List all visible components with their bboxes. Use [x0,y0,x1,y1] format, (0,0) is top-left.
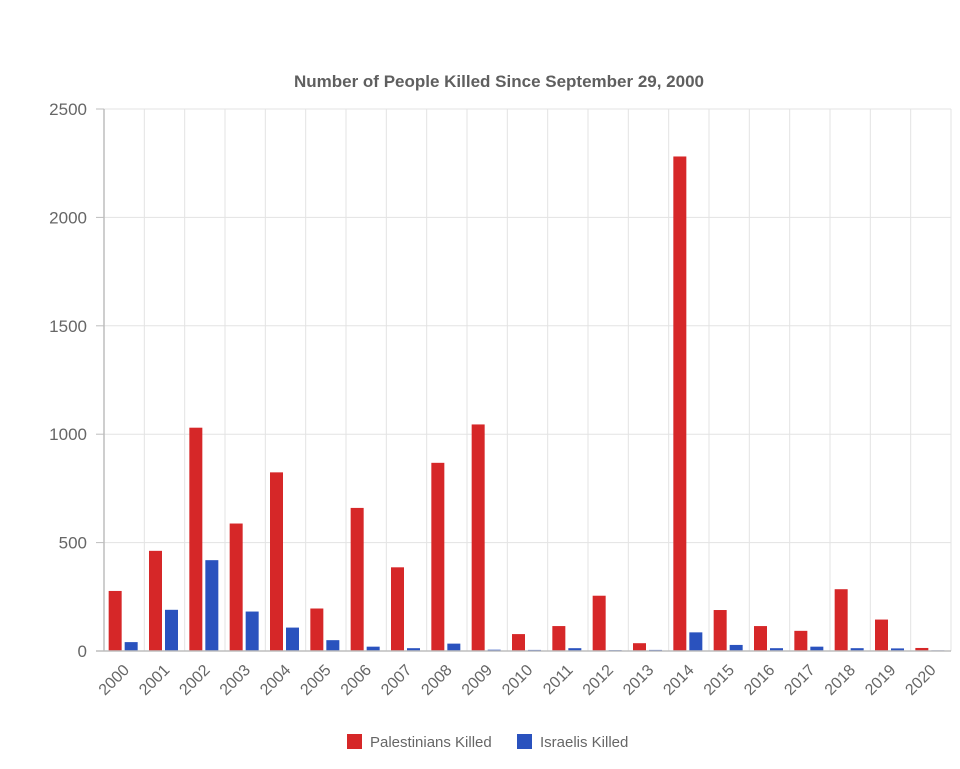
x-tick-label: 2017 [781,662,818,699]
x-tick-label: 2009 [459,662,496,699]
bar-palestinians-killed[interactable] [229,523,243,651]
bar-israelis-killed[interactable] [165,609,178,651]
bar-israelis-killed[interactable] [568,648,582,651]
bar-israelis-killed[interactable] [245,611,259,651]
bar-israelis-killed[interactable] [286,627,299,651]
bar-israelis-killed[interactable] [891,648,904,651]
x-tick-label: 2005 [297,662,334,699]
bar-israelis-killed[interactable] [407,648,420,651]
bar-israelis-killed[interactable] [326,640,340,651]
y-tick-label: 2500 [49,100,87,119]
bar-palestinians-killed[interactable] [189,427,203,651]
bar-palestinians-killed[interactable] [633,643,646,651]
bar-palestinians-killed[interactable] [149,550,162,651]
y-axis-ticks: 0 500 1000 1500 2000 2500 [49,100,87,661]
y-tick-label: 500 [59,534,87,553]
chart-title: Number of People Killed Since September … [294,72,704,91]
x-tick-label: 2020 [902,662,939,699]
legend-swatch-israelis[interactable] [517,734,532,749]
x-tick-label: 2003 [217,662,254,699]
bar-palestinians-killed[interactable] [713,610,727,651]
bar-palestinians-killed[interactable] [875,619,888,651]
bar-palestinians-killed[interactable] [108,590,122,651]
x-tick-label: 2006 [338,662,375,699]
bar-israelis-killed[interactable] [770,648,783,651]
y-tick-label: 0 [78,642,87,661]
legend-swatch-palestinians[interactable] [347,734,362,749]
gridlines [104,108,952,651]
bar-israelis-killed[interactable] [366,646,380,651]
bar-palestinians-killed[interactable] [391,567,404,651]
x-tick-label: 2019 [862,662,899,699]
y-tick-label: 2000 [49,208,87,227]
bar-palestinians-killed[interactable] [512,634,525,651]
axes [96,108,951,652]
x-axis-ticks: 2000 2001 2002 2003 2004 2005 2006 2007 2008 2009… [96,662,940,699]
x-tick-label: 2012 [580,662,617,699]
x-tick-label: 2010 [499,662,536,699]
x-tick-label: 2011 [540,662,576,698]
legend-label-palestinians[interactable]: Palestinians Killed [370,734,492,751]
y-tick-label: 1000 [49,425,87,444]
bar-israelis-killed[interactable] [850,648,864,651]
bar-israelis-killed[interactable] [124,642,138,651]
x-tick-label: 2008 [418,662,455,699]
bar-palestinians-killed[interactable] [350,507,364,651]
bar-palestinians-killed[interactable] [915,647,929,651]
bar-palestinians-killed[interactable] [552,626,566,651]
x-tick-label: 2007 [378,662,415,699]
bar-palestinians-killed[interactable] [270,472,283,651]
bar-palestinians-killed[interactable] [431,462,445,651]
bar-palestinians-killed[interactable] [592,595,606,651]
x-tick-label: 2001 [136,662,173,699]
bar-israelis-killed[interactable] [810,646,824,651]
bar-palestinians-killed[interactable] [310,608,324,651]
x-tick-label: 2002 [176,662,213,699]
x-tick-label: 2018 [822,662,859,699]
bar-israelis-killed[interactable] [689,632,703,651]
bar-israelis-killed[interactable] [729,644,743,651]
x-tick-label: 2014 [660,662,697,699]
bar-palestinians-killed[interactable] [754,626,767,651]
bars [108,156,945,652]
bar-palestinians-killed[interactable] [471,424,485,651]
x-tick-label: 2000 [96,662,133,699]
bar-palestinians-killed[interactable] [834,589,848,651]
x-tick-label: 2016 [741,662,778,699]
y-tick-label: 1500 [49,317,87,336]
bar-palestinians-killed[interactable] [673,156,687,652]
x-tick-label: 2004 [257,662,294,699]
x-tick-label: 2013 [620,662,657,699]
legend[interactable]: Palestinians Killed Israelis Killed [347,734,628,751]
bar-israelis-killed[interactable] [205,560,219,651]
bar-palestinians-killed[interactable] [794,630,808,651]
legend-label-israelis[interactable]: Israelis Killed [540,734,628,751]
x-tick-label: 2015 [701,662,738,699]
bar-israelis-killed[interactable] [447,643,461,651]
